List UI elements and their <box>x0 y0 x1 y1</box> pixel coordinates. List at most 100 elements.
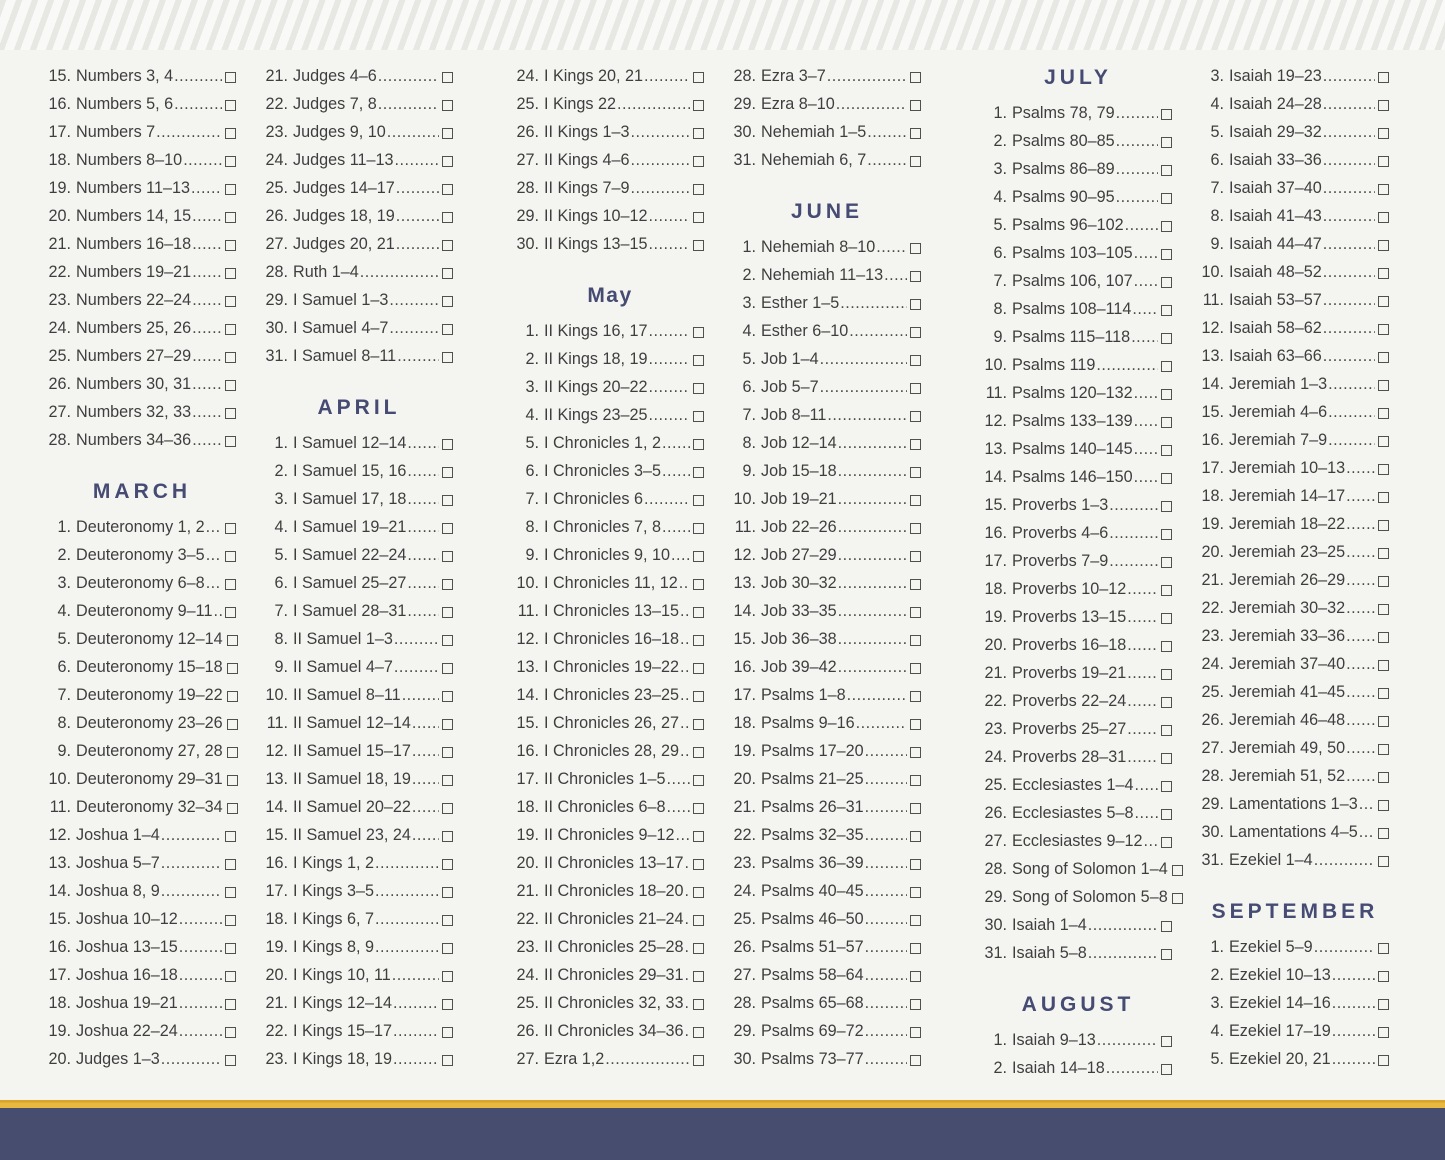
checkbox[interactable] <box>693 858 704 870</box>
checkbox[interactable] <box>225 407 236 419</box>
checkbox[interactable] <box>442 550 453 562</box>
checkbox[interactable] <box>1378 998 1389 1010</box>
checkbox[interactable] <box>693 550 704 562</box>
checkbox[interactable] <box>442 239 453 251</box>
checkbox[interactable] <box>1378 687 1389 699</box>
checkbox[interactable] <box>910 914 921 926</box>
checkbox[interactable] <box>442 746 453 758</box>
checkbox[interactable] <box>693 662 704 674</box>
checkbox[interactable] <box>225 267 236 279</box>
checkbox[interactable] <box>693 127 704 139</box>
checkbox[interactable] <box>693 438 704 450</box>
checkbox[interactable] <box>1161 192 1172 204</box>
checkbox[interactable] <box>226 690 238 702</box>
checkbox[interactable] <box>1378 295 1389 307</box>
checkbox[interactable] <box>693 155 704 167</box>
checkbox[interactable] <box>693 1054 704 1066</box>
checkbox[interactable] <box>442 718 453 730</box>
checkbox[interactable] <box>1378 127 1389 139</box>
checkbox[interactable] <box>910 802 921 814</box>
checkbox[interactable] <box>1378 970 1389 982</box>
checkbox[interactable] <box>1378 1026 1389 1038</box>
checkbox[interactable] <box>693 942 704 954</box>
checkbox[interactable] <box>226 634 238 646</box>
checkbox[interactable] <box>910 382 921 394</box>
checkbox[interactable] <box>225 606 236 618</box>
checkbox[interactable] <box>1161 136 1172 148</box>
checkbox[interactable] <box>1161 920 1172 932</box>
checkbox[interactable] <box>1161 1035 1172 1047</box>
checkbox[interactable] <box>225 99 236 111</box>
checkbox[interactable] <box>693 914 704 926</box>
checkbox[interactable] <box>225 211 236 223</box>
checkbox[interactable] <box>1161 528 1172 540</box>
checkbox[interactable] <box>1378 267 1389 279</box>
checkbox[interactable] <box>693 183 704 195</box>
checkbox[interactable] <box>1161 556 1172 568</box>
checkbox[interactable] <box>693 578 704 590</box>
checkbox[interactable] <box>910 690 921 702</box>
checkbox[interactable] <box>910 606 921 618</box>
checkbox[interactable] <box>910 326 921 338</box>
checkbox[interactable] <box>225 183 236 195</box>
checkbox[interactable] <box>693 1026 704 1038</box>
checkbox[interactable] <box>910 522 921 534</box>
checkbox[interactable] <box>225 1026 236 1038</box>
checkbox[interactable] <box>225 858 236 870</box>
checkbox[interactable] <box>442 211 453 223</box>
checkbox[interactable] <box>693 886 704 898</box>
checkbox[interactable] <box>910 155 921 167</box>
checkbox[interactable] <box>910 858 921 870</box>
checkbox[interactable] <box>1378 1054 1389 1066</box>
checkbox[interactable] <box>1161 360 1172 372</box>
checkbox[interactable] <box>1161 724 1172 736</box>
checkbox[interactable] <box>693 494 704 506</box>
checkbox[interactable] <box>910 494 921 506</box>
checkbox[interactable] <box>225 155 236 167</box>
checkbox[interactable] <box>1161 164 1172 176</box>
checkbox[interactable] <box>693 466 704 478</box>
checkbox[interactable] <box>225 351 236 363</box>
checkbox[interactable] <box>442 183 453 195</box>
checkbox[interactable] <box>442 1054 453 1066</box>
checkbox[interactable] <box>1161 668 1172 680</box>
checkbox[interactable] <box>1378 659 1389 671</box>
checkbox[interactable] <box>693 970 704 982</box>
checkbox[interactable] <box>910 970 921 982</box>
checkbox[interactable] <box>226 746 238 758</box>
checkbox[interactable] <box>225 435 236 447</box>
checkbox[interactable] <box>693 239 704 251</box>
checkbox[interactable] <box>693 718 704 730</box>
checkbox[interactable] <box>225 295 236 307</box>
checkbox[interactable] <box>910 1054 921 1066</box>
checkbox[interactable] <box>442 914 453 926</box>
checkbox[interactable] <box>910 774 921 786</box>
checkbox[interactable] <box>1378 715 1389 727</box>
checkbox[interactable] <box>910 662 921 674</box>
checkbox[interactable] <box>1161 388 1172 400</box>
checkbox[interactable] <box>1161 248 1172 260</box>
checkbox[interactable] <box>1378 183 1389 195</box>
checkbox[interactable] <box>693 746 704 758</box>
checkbox[interactable] <box>442 438 453 450</box>
checkbox[interactable] <box>1161 444 1172 456</box>
checkbox[interactable] <box>1378 631 1389 643</box>
checkbox[interactable] <box>1161 276 1172 288</box>
checkbox[interactable] <box>1161 696 1172 708</box>
checkbox[interactable] <box>225 578 236 590</box>
checkbox[interactable] <box>225 323 236 335</box>
checkbox[interactable] <box>226 802 238 814</box>
checkbox[interactable] <box>442 634 453 646</box>
checkbox[interactable] <box>693 774 704 786</box>
checkbox[interactable] <box>693 211 704 223</box>
checkbox[interactable] <box>1161 584 1172 596</box>
checkbox[interactable] <box>693 634 704 646</box>
checkbox[interactable] <box>910 99 921 111</box>
checkbox[interactable] <box>442 690 453 702</box>
checkbox[interactable] <box>1161 108 1172 120</box>
checkbox[interactable] <box>910 718 921 730</box>
checkbox[interactable] <box>910 127 921 139</box>
checkbox[interactable] <box>442 578 453 590</box>
checkbox[interactable] <box>1161 220 1172 232</box>
checkbox[interactable] <box>1161 612 1172 624</box>
